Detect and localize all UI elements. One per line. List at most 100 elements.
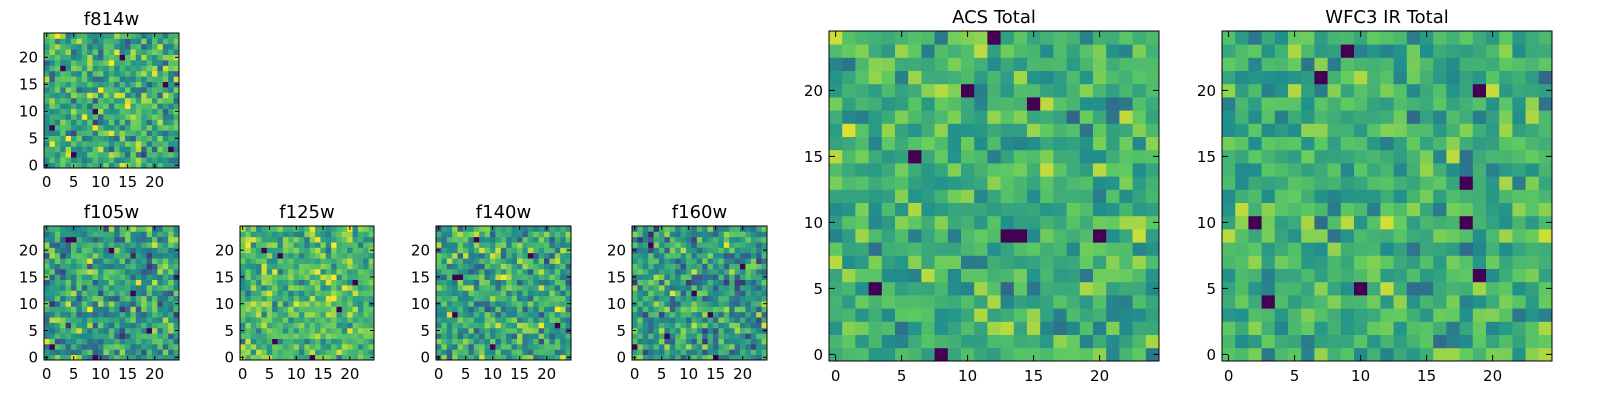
heatmap-cell	[114, 226, 120, 232]
heatmap-cell	[173, 231, 180, 238]
heatmap-cell	[761, 252, 768, 259]
heatmap-cell	[357, 268, 364, 275]
heatmap-cell	[527, 327, 534, 334]
heatmap-cell	[352, 354, 359, 361]
heatmap-cell	[54, 70, 61, 77]
heatmap-cell	[135, 92, 142, 99]
heatmap-cell	[65, 87, 72, 93]
heatmap-cell	[135, 162, 142, 169]
heatmap-cell	[479, 338, 485, 345]
heatmap-cell	[495, 226, 502, 232]
heatmap-cell	[490, 349, 496, 356]
heatmap-cell	[1512, 202, 1526, 217]
heatmap-cell	[554, 290, 561, 297]
heatmap-cell	[357, 317, 364, 323]
heatmap-cell	[511, 295, 518, 302]
heatmap-cell	[961, 123, 975, 137]
heatmap-cell	[1499, 321, 1513, 335]
heatmap-cell	[484, 242, 491, 248]
heatmap-cell	[1093, 110, 1107, 124]
heatmap-cell	[141, 92, 147, 99]
heatmap-cell	[54, 279, 61, 286]
heatmap-cell	[71, 38, 77, 45]
heatmap-cell	[457, 247, 464, 254]
heatmap-cell	[718, 279, 725, 286]
heatmap-cell	[495, 290, 502, 297]
heatmap-cell	[756, 322, 762, 329]
heatmap-cell	[146, 247, 153, 254]
heatmap-cell	[484, 338, 491, 345]
heatmap-cell	[490, 274, 496, 280]
heatmap-cell	[1327, 189, 1342, 203]
heatmap-cell	[71, 87, 77, 93]
heatmap-cell	[119, 338, 126, 345]
heatmap-cell	[141, 284, 147, 291]
heatmap-cell	[347, 317, 353, 323]
heatmap-cell	[1499, 281, 1513, 296]
heatmap-cell	[1027, 83, 1041, 98]
heatmap-cell	[713, 263, 719, 270]
heatmap-cell	[81, 263, 88, 270]
heatmap-cell	[54, 157, 61, 163]
heatmap-cell	[734, 349, 741, 356]
heatmap-cell	[648, 279, 654, 286]
heatmap-cell	[125, 49, 131, 55]
heatmap-cell	[463, 252, 469, 259]
heatmap-cell	[895, 97, 909, 111]
heatmap-cell	[675, 343, 681, 350]
heatmap-cell	[974, 295, 988, 309]
heatmap-cell	[282, 327, 289, 334]
heatmap-cell	[881, 83, 896, 98]
heatmap-cell	[669, 268, 676, 275]
heatmap-cell	[1027, 110, 1041, 124]
heatmap-cell	[1301, 202, 1315, 217]
heatmap-cell	[87, 97, 93, 104]
heatmap-cell	[119, 226, 126, 232]
heatmap-cell	[829, 163, 843, 177]
heatmap-cell	[152, 157, 158, 163]
heatmap-cell	[173, 349, 180, 356]
heatmap-cell	[92, 146, 99, 153]
heatmap-cell	[65, 103, 72, 109]
heatmap-cell	[718, 317, 725, 323]
heatmap-cell	[829, 321, 843, 335]
heatmap-cell	[135, 70, 142, 77]
heatmap-cell	[341, 327, 348, 334]
x-tick-label: 20	[340, 365, 359, 383]
x-tick-label: 5	[1290, 367, 1300, 385]
heatmap-cell	[1066, 242, 1081, 256]
heatmap-cell	[1459, 149, 1474, 164]
heatmap-cell	[987, 123, 1001, 137]
heatmap-cell	[961, 44, 975, 58]
heatmap-cell	[511, 263, 518, 270]
heatmap-cell	[1027, 176, 1041, 190]
heatmap-cell	[60, 162, 66, 169]
heatmap-cell	[1013, 202, 1028, 217]
heatmap-cell	[479, 311, 485, 318]
heatmap-cell	[65, 354, 72, 361]
heatmap-cell	[157, 343, 164, 350]
heatmap-cell	[341, 284, 348, 291]
heatmap-cell	[1340, 202, 1355, 217]
heatmap-cell	[1380, 44, 1394, 58]
heatmap-cell	[484, 317, 491, 323]
heatmap-cell	[245, 236, 252, 243]
y-tick-label: 20	[19, 242, 38, 260]
heatmap-cell	[157, 226, 164, 232]
heatmap-cell	[341, 343, 348, 350]
heatmap-cell	[1027, 202, 1041, 217]
heatmap-cell	[908, 242, 922, 256]
heatmap-cell	[479, 236, 485, 243]
heatmap-cell	[130, 327, 137, 334]
heatmap-cell	[141, 38, 147, 45]
heatmap-cell	[745, 274, 752, 280]
heatmap-cell	[560, 327, 566, 334]
heatmap-cell	[1340, 242, 1355, 256]
heatmap-cell	[1066, 321, 1081, 335]
heatmap-cell	[44, 290, 50, 297]
heatmap-cell	[664, 263, 671, 270]
heatmap-cell	[446, 252, 453, 259]
heatmap-cell	[1525, 163, 1540, 177]
heatmap-cell	[1512, 149, 1526, 164]
heatmap-cell	[1119, 70, 1133, 85]
